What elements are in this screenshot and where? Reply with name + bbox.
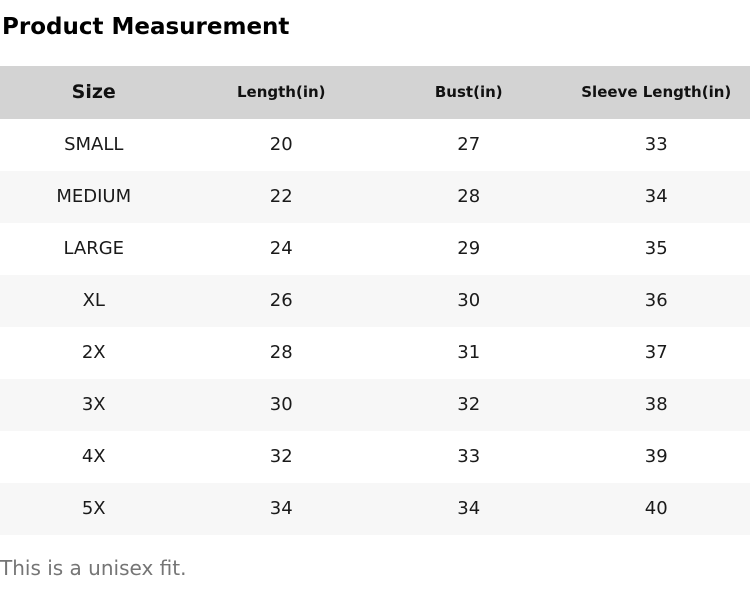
cell-length: 26	[187, 274, 375, 327]
col-header-bust: Bust(in)	[375, 65, 563, 119]
cell-sleeve: 34	[562, 170, 750, 223]
cell-length: 32	[269, 446, 293, 468]
cell-length: 34	[187, 482, 375, 535]
table-row: LARGE 24 29 35	[0, 223, 750, 275]
cell-bust: 32	[375, 378, 563, 431]
cell-sleeve: 39	[644, 446, 668, 468]
page-title: Product Measurement	[2, 14, 290, 40]
table-row: SMALL 20 27 33	[0, 119, 750, 171]
unisex-fit-note: This is a unisex fit.	[0, 555, 187, 580]
cell-size: SMALL	[64, 134, 124, 156]
cell-length: 28	[269, 342, 293, 364]
cell-sleeve: 35	[644, 238, 668, 260]
table-row: 5X 34 34 40	[0, 482, 750, 535]
cell-length: 22	[187, 170, 375, 223]
measurement-table: Size Length(in) Bust(in) Sleeve Length(i…	[0, 65, 750, 535]
col-header-length: Length(in)	[187, 65, 375, 119]
col-header-sleeve: Sleeve Length(in)	[562, 65, 750, 119]
cell-bust: 33	[457, 446, 481, 468]
table-row: 3X 30 32 38	[0, 378, 750, 431]
cell-bust: 30	[375, 274, 563, 327]
cell-length: 30	[187, 378, 375, 431]
table-row: MEDIUM 22 28 34	[0, 170, 750, 223]
cell-sleeve: 40	[562, 482, 750, 535]
cell-sleeve: 37	[644, 342, 668, 364]
cell-length: 24	[269, 238, 293, 260]
cell-bust: 29	[457, 238, 481, 260]
col-header-size: Size	[0, 65, 188, 119]
cell-bust: 31	[457, 342, 481, 364]
cell-sleeve: 36	[562, 274, 750, 327]
table-row: 2X 28 31 37	[0, 327, 750, 379]
cell-bust: 28	[375, 170, 563, 223]
table-row: 4X 32 33 39	[0, 431, 750, 483]
cell-bust: 34	[375, 482, 563, 535]
table-row: XL 26 30 36	[0, 274, 750, 327]
cell-size: MEDIUM	[0, 170, 188, 223]
cell-size: 5X	[0, 482, 188, 535]
cell-size: 4X	[81, 446, 106, 468]
cell-size: LARGE	[63, 238, 125, 260]
cell-size: 2X	[81, 342, 106, 364]
cell-bust: 27	[457, 134, 481, 156]
cell-size: XL	[0, 274, 188, 327]
cell-size: 3X	[0, 378, 188, 431]
cell-sleeve: 33	[644, 134, 668, 156]
cell-length: 20	[269, 134, 293, 156]
product-measurement-page: Product Measurement Size Length(in) Bust…	[0, 13, 750, 606]
cell-sleeve: 38	[562, 378, 750, 431]
table-header-row: Size Length(in) Bust(in) Sleeve Length(i…	[0, 65, 750, 119]
